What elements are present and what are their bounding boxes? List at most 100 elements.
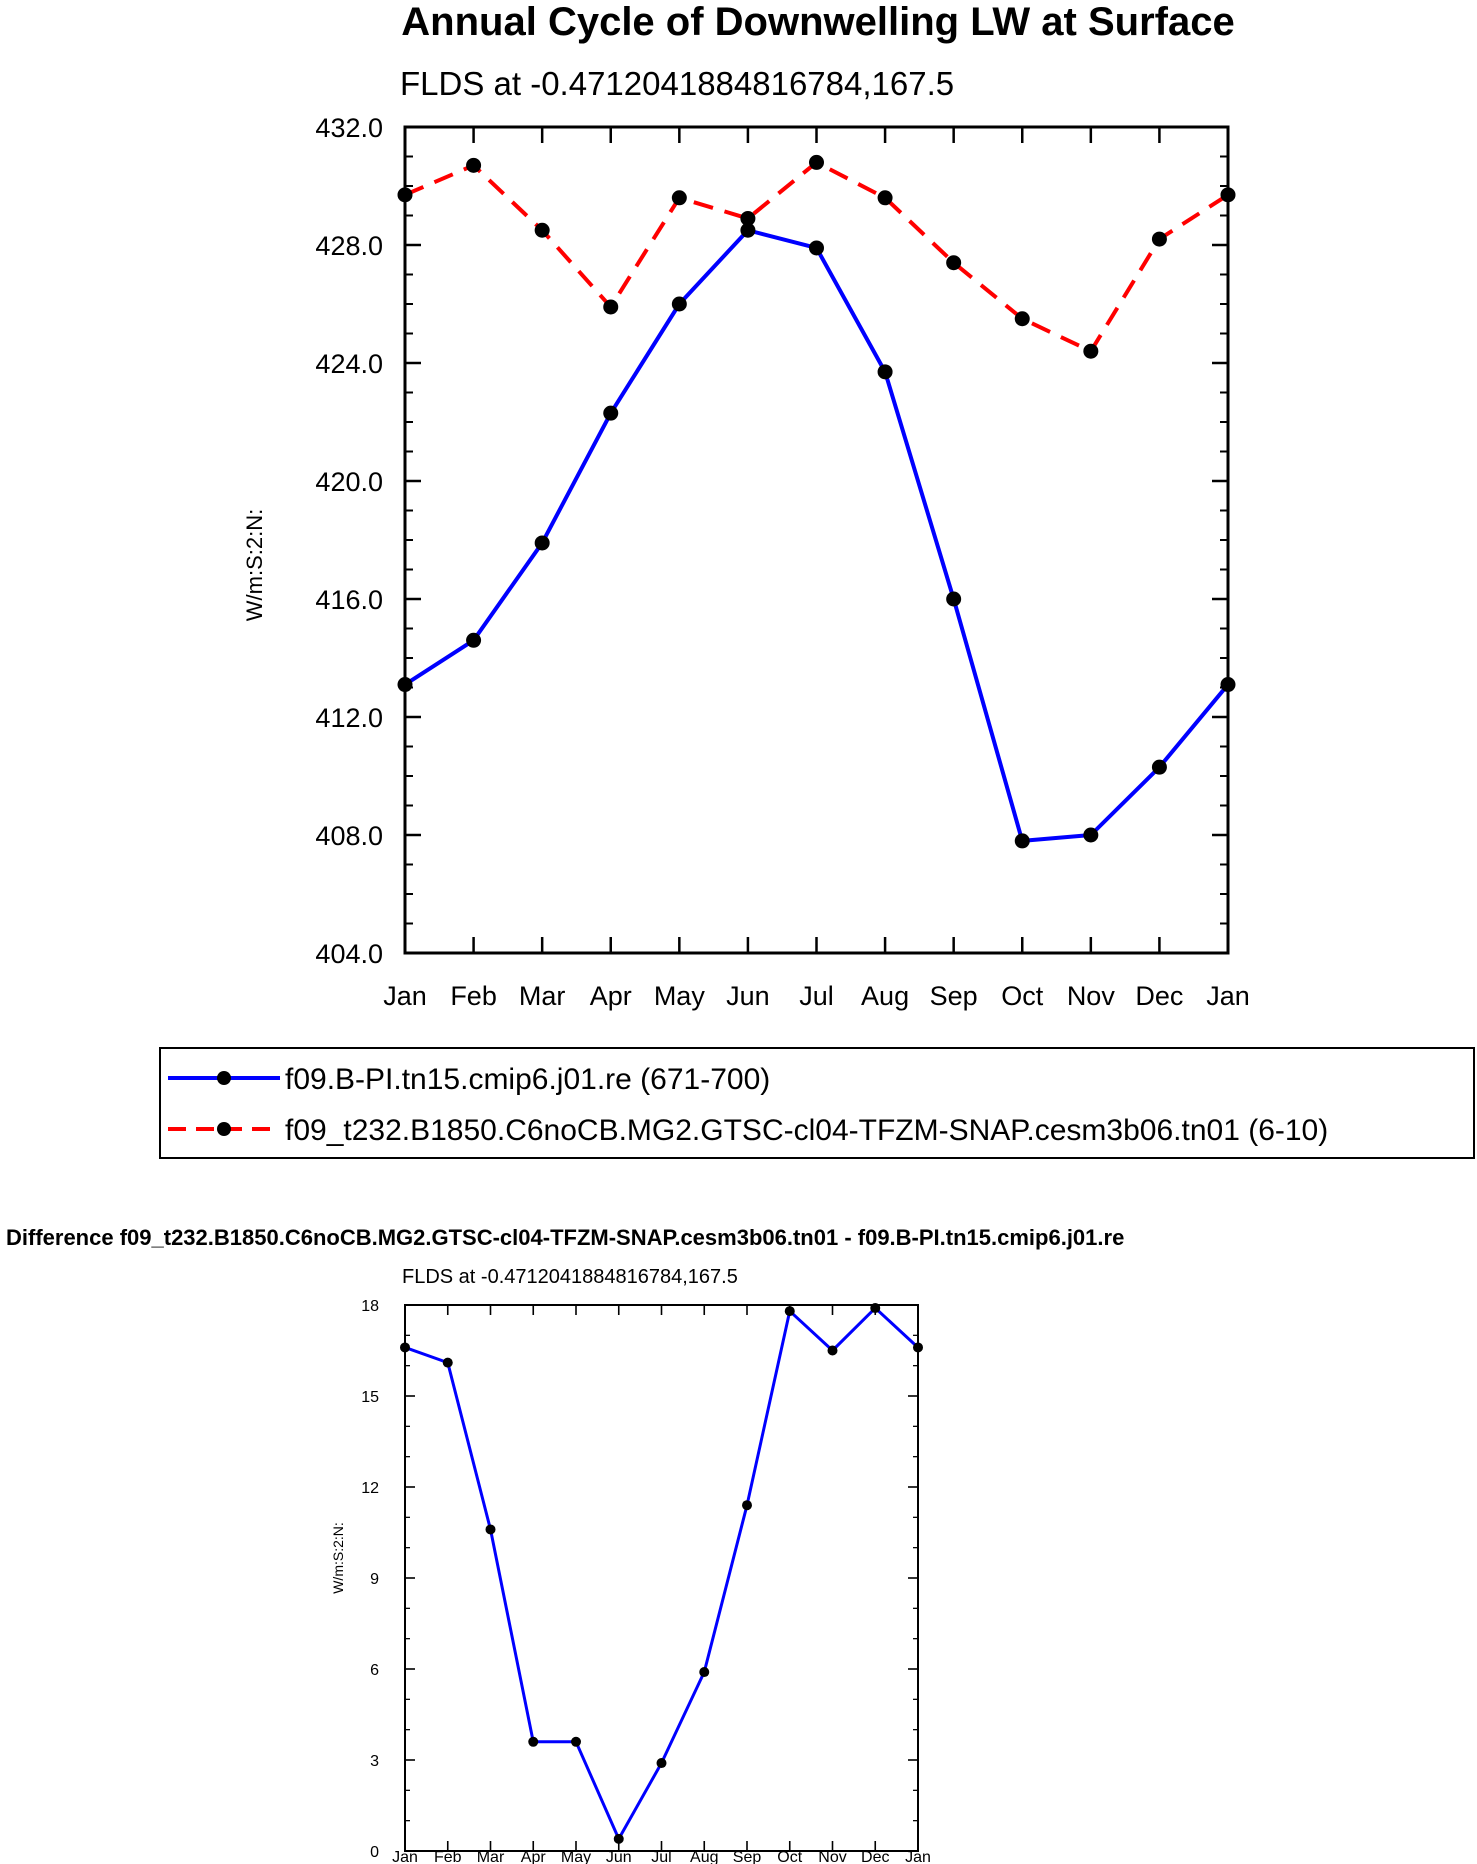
y-tick-label: 424.0 xyxy=(315,349,383,379)
series-1-point xyxy=(656,1758,667,1769)
y-tick-label: 12 xyxy=(361,1480,379,1497)
x-tick-label: Feb xyxy=(450,981,497,1011)
legend-marker-solid xyxy=(217,1071,231,1085)
series-1-point xyxy=(742,1500,752,1511)
y-tick-label: 15 xyxy=(361,1389,379,1406)
y-tick-label: 408.0 xyxy=(315,821,383,851)
series-1-point xyxy=(946,591,962,607)
legend-marker-dashed xyxy=(217,1122,231,1136)
series-line-1 xyxy=(403,228,1230,843)
x-tick-label: Apr xyxy=(590,981,632,1011)
legend: f09.B-PI.tn15.cmip6.j01.re (671-700) f09… xyxy=(159,1047,1475,1159)
x-tick-label: Jun xyxy=(726,981,770,1011)
x-tick-label: Oct xyxy=(777,1849,802,1864)
series-2-point xyxy=(809,154,824,170)
series-line-2 xyxy=(404,160,1230,354)
main-chart: Annual Cycle of Downwelling LW at Surfac… xyxy=(242,0,1250,1011)
series-1-point xyxy=(603,405,619,421)
difference-chart-ticks xyxy=(404,1304,919,1852)
series-2-point xyxy=(1014,311,1030,327)
series-2-point xyxy=(466,157,482,173)
difference-chart-y-tick-labels: 0 3 6 9 12 15 18 xyxy=(361,1298,379,1861)
y-tick-label: 404.0 xyxy=(315,939,383,969)
series-2-point xyxy=(1083,343,1099,359)
difference-chart-ylabel: W/m:S:2:N: xyxy=(330,1522,346,1594)
series-2-point xyxy=(1220,187,1236,203)
series-2-point xyxy=(671,190,687,206)
main-chart-subtitle: FLDS at -0.4712041884816784,167.5 xyxy=(400,65,954,102)
series-2-point xyxy=(1151,231,1167,247)
series-1-point xyxy=(671,296,687,312)
x-tick-label: Aug xyxy=(690,1849,718,1864)
difference-chart: Difference f09_t232.B1850.C6noCB.MG2.GTS… xyxy=(6,1225,1124,1864)
x-tick-label: Jan xyxy=(905,1849,931,1864)
x-tick-label: Apr xyxy=(521,1849,547,1864)
series-2-point xyxy=(534,222,550,238)
series-1-point xyxy=(784,1306,795,1317)
x-tick-label: May xyxy=(561,1849,591,1864)
series-1-point xyxy=(877,364,893,380)
x-tick-label: May xyxy=(654,981,706,1011)
main-chart-series xyxy=(397,154,1236,849)
legend-label-series-a: f09.B-PI.tn15.cmip6.j01.re (671-700) xyxy=(285,1063,770,1096)
series-2-point xyxy=(877,190,893,206)
x-tick-label: Dec xyxy=(1135,981,1183,1011)
y-tick-label: 6 xyxy=(370,1662,379,1679)
x-tick-label: Sep xyxy=(733,1849,762,1864)
y-tick-label: 432.0 xyxy=(315,113,383,143)
series-2-point xyxy=(946,255,962,271)
series-1-point xyxy=(397,677,413,693)
x-tick-label: Jul xyxy=(799,981,834,1011)
series-1-point xyxy=(400,1342,410,1353)
x-tick-label: Mar xyxy=(519,981,566,1011)
series-1-point xyxy=(613,1833,624,1844)
y-tick-label: 412.0 xyxy=(315,703,383,733)
main-chart-ylabel: W/m:S:2:N: xyxy=(242,509,267,621)
y-tick-label: 9 xyxy=(370,1571,379,1588)
series-1-point xyxy=(740,222,756,238)
x-tick-label: Jan xyxy=(1206,981,1250,1011)
x-tick-label: Jan xyxy=(392,1849,418,1864)
series-1-point xyxy=(485,1524,496,1535)
x-tick-label: Nov xyxy=(818,1849,846,1864)
difference-chart-subtitle: FLDS at -0.4712041884816784,167.5 xyxy=(402,1266,738,1288)
difference-chart-frame xyxy=(404,1304,919,1852)
x-tick-label: Nov xyxy=(1067,981,1116,1011)
series-1-point xyxy=(1151,759,1167,775)
legend-label-series-b: f09_t232.B1850.C6noCB.MG2.GTSC-cl04-TFZM… xyxy=(285,1114,1328,1147)
x-tick-label: Jun xyxy=(606,1849,632,1864)
y-tick-label: 18 xyxy=(361,1298,379,1315)
series-2-point xyxy=(397,187,413,203)
x-tick-label: Jan xyxy=(383,981,427,1011)
y-tick-label: 420.0 xyxy=(315,467,383,497)
difference-chart-series xyxy=(400,1303,923,1844)
series-1-point xyxy=(466,632,482,648)
main-chart-title: Annual Cycle of Downwelling LW at Surfac… xyxy=(401,0,1234,44)
main-chart-y-tick-labels: 404.0 408.0 412.0 416.0 420.0 424.0 428.0 432.0 xyxy=(315,113,383,969)
series-1-point xyxy=(1083,827,1099,843)
series-1-point xyxy=(1014,833,1030,849)
difference-chart-x-tick-labels: Jan Feb Mar Apr May Jun Jul Aug Sep Oct Nov Dec Jan xyxy=(392,1849,931,1864)
series-1-point xyxy=(827,1345,838,1356)
x-tick-label: Mar xyxy=(477,1849,505,1864)
series-1-point xyxy=(442,1357,453,1368)
main-chart-x-tick-labels: Jan Feb Mar Apr May Jun Jul Aug Sep Oct Nov Dec Jan xyxy=(383,981,1250,1011)
series-2-point xyxy=(603,299,619,315)
x-tick-label: Jul xyxy=(651,1849,671,1864)
series-1-point xyxy=(534,535,550,551)
difference-chart-title: Difference f09_t232.B1850.C6noCB.MG2.GTS… xyxy=(6,1225,1124,1250)
y-tick-label: 428.0 xyxy=(315,231,383,261)
series-2-point xyxy=(740,210,756,226)
series-1-point xyxy=(528,1736,539,1747)
x-tick-label: Sep xyxy=(930,981,978,1011)
x-tick-label: Feb xyxy=(434,1849,462,1864)
x-tick-label: Oct xyxy=(1001,981,1044,1011)
series-1-point xyxy=(571,1736,581,1747)
legend-box xyxy=(159,1047,1475,1159)
main-chart-ticks xyxy=(403,125,1230,955)
y-tick-label: 3 xyxy=(370,1753,379,1770)
series-1-point xyxy=(913,1342,923,1353)
series-1-point xyxy=(809,240,824,256)
series-1-point xyxy=(699,1667,710,1678)
